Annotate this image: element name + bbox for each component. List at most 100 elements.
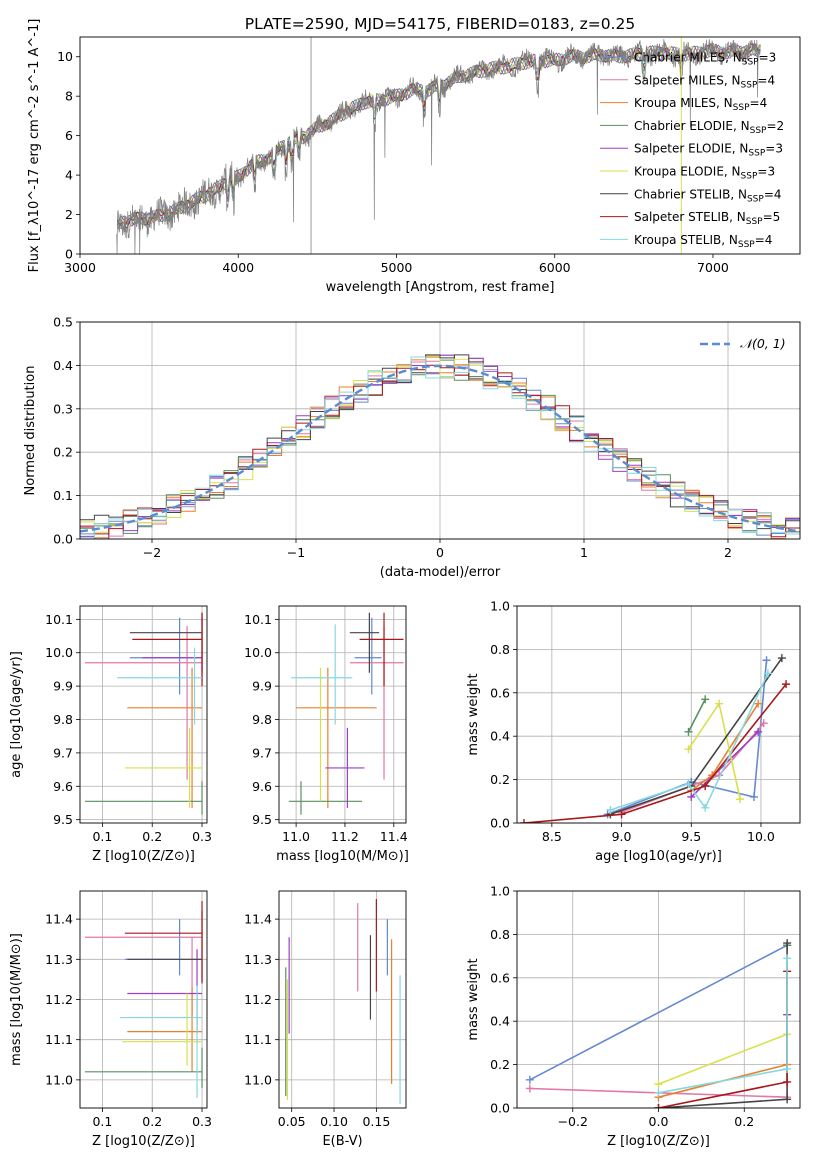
y-tick-label: 0.0 [490, 816, 510, 831]
weight-line [610, 672, 769, 811]
y-tick-label: 10 [57, 49, 73, 64]
axes-frame [79, 890, 208, 1109]
weight-marker [684, 745, 693, 754]
weight-marker [749, 792, 758, 801]
y-tick-label: 2 [65, 207, 73, 222]
y-tick-label: 9.6 [53, 779, 73, 794]
weight-marker [684, 727, 693, 736]
weight-marker [654, 1104, 663, 1108]
x-tick-label: 0 [436, 545, 444, 560]
y-tick-label: 10.0 [45, 645, 73, 660]
y-tick-label: 9.9 [252, 679, 272, 694]
weight-marker [754, 727, 763, 736]
weight-marker [736, 795, 745, 804]
weight-marker [783, 1095, 792, 1104]
y-tick-label: 9.5 [252, 812, 272, 827]
x-tick-label: −0.2 [558, 1114, 588, 1129]
weight-marker [701, 782, 710, 791]
y-tick-label: 8 [65, 89, 73, 104]
x-tick-label: 0.3 [192, 1114, 212, 1129]
y-tick-label: 0.5 [53, 315, 73, 330]
y-tick-label: 11.3 [244, 952, 272, 967]
plot-area-age_vs_Z [84, 612, 203, 815]
x-axis-label: wavelength [Angstrom, rest frame] [326, 280, 555, 295]
y-tick-label: 0 [65, 247, 73, 262]
data-spectrum [116, 39, 761, 254]
axes-frame [79, 605, 208, 824]
plot-area-massweight_vs_Z [525, 939, 792, 1108]
y-tick-label: 9.6 [252, 779, 272, 794]
weight-marker [782, 680, 791, 689]
legend-label: Salpeter ELODIE, NSSP=3 [634, 142, 783, 159]
weight-marker [763, 669, 772, 678]
x-axis-label: E(B-V) [322, 1134, 362, 1149]
y-tick-label: 0.2 [490, 1057, 510, 1072]
y-tick-label: 11.0 [244, 1072, 272, 1087]
weight-marker [687, 792, 696, 801]
axes-frame [516, 605, 801, 824]
y-tick-label: 9.7 [252, 745, 272, 760]
x-tick-label: 6000 [539, 260, 571, 275]
y-tick-label: 1.0 [490, 884, 510, 899]
plot-area-residuals [80, 354, 800, 539]
y-tick-label: 0.4 [490, 1014, 510, 1029]
plot-area-mass_vs_ebv [285, 899, 401, 1104]
x-tick-label: 0.2 [142, 829, 162, 844]
y-tick-label: 11.1 [45, 1032, 73, 1047]
y-tick-label: 0.8 [490, 927, 510, 942]
y-tick-label: 11.3 [45, 952, 73, 967]
y-tick-label: 0.2 [490, 772, 510, 787]
y-tick-label: 0.0 [53, 532, 73, 547]
y-tick-label: 0.6 [490, 685, 510, 700]
weight-marker [762, 656, 771, 665]
x-tick-label: −2 [143, 545, 161, 560]
x-tick-label: 11.0 [282, 829, 310, 844]
plot-area-age_vs_mass [288, 612, 404, 815]
weight-marker [654, 1080, 663, 1089]
y-tick-label: 0.6 [490, 970, 510, 985]
x-axis-label: (data-model)/error [380, 565, 501, 580]
y-tick-label: 10.1 [244, 612, 272, 627]
y-axis-label: mass weight [466, 673, 481, 755]
weight-line [607, 660, 768, 816]
legend-label: Salpeter STELIB, NSSP=5 [634, 210, 780, 227]
legend-label: Salpeter MILES, NSSP=4 [634, 73, 775, 90]
y-tick-label: 11.2 [244, 992, 272, 1007]
weight-marker [525, 1084, 534, 1093]
weight-line [687, 698, 706, 733]
weight-marker [783, 1077, 792, 1086]
x-tick-label: 10.0 [747, 829, 775, 844]
x-tick-label: 8.5 [542, 829, 562, 844]
plot-massweight_vs_age: 8.5 9.0 9.5 10.0 0.0 0.2 0.4 0.6 0.8 1.0 age [log1… [466, 599, 801, 864]
x-tick-label: 0.3 [192, 829, 212, 844]
y-tick-label: 0.4 [53, 358, 73, 373]
y-tick-label: 11.2 [45, 992, 73, 1007]
x-tick-label: 1 [580, 545, 588, 560]
legend-label: Chabrier ELODIE, NSSP=2 [634, 119, 784, 136]
legend-label: Kroupa STELIB, NSSP=4 [634, 233, 772, 250]
legend-label: Chabrier STELIB, NSSP=4 [634, 187, 782, 204]
plot-area-massweight_vs_age [519, 654, 791, 823]
plot-age_vs_Z: 0.1 0.2 0.3 9.5 9.6 9.7 9.8 9.9 10.0 10.1 Z [log10… [9, 605, 212, 864]
y-tick-label: 11.4 [244, 912, 272, 927]
y-tick-label: 0.1 [53, 488, 73, 503]
y-tick-label: 10.1 [45, 612, 73, 627]
x-tick-label: 0.15 [362, 1114, 390, 1129]
x-tick-label: 0.05 [278, 1114, 306, 1129]
y-tick-label: 9.5 [53, 812, 73, 827]
plot-area-spectrum [116, 37, 761, 254]
weight-marker [759, 719, 768, 728]
y-tick-label: 11.4 [45, 912, 73, 927]
y-tick-label: 9.7 [53, 745, 73, 760]
x-tick-label: 9.5 [681, 829, 701, 844]
plot-massweight_vs_Z: −0.2 0.0 0.2 0.0 0.2 0.4 0.6 0.8 1.0 Z [log10(Z/Z… [466, 884, 801, 1149]
y-tick-label: 0.8 [490, 642, 510, 657]
weight-marker [715, 699, 724, 708]
y-tick-label: 0.0 [490, 1101, 510, 1116]
weight-line [658, 971, 788, 1108]
x-axis-label: mass [log10(M/M⊙)] [276, 849, 409, 864]
weight-marker [519, 819, 528, 823]
y-axis-label: mass [log10(M/M⊙)] [9, 933, 24, 1066]
x-tick-label: 11.2 [331, 829, 359, 844]
